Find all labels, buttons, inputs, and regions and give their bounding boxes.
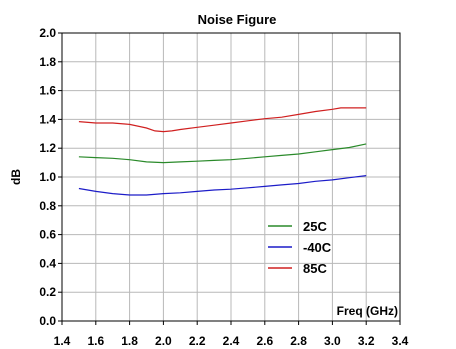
y-axis-label: dB [9,169,23,185]
x-tick-label: 1.6 [87,334,104,348]
y-tick-label: 1.6 [39,84,56,98]
legend-label: 85C [303,261,327,276]
series-lines [78,107,367,196]
x-tick-label: 1.8 [121,334,138,348]
legend-label: 25C [303,219,327,234]
series-line-85C [78,107,367,133]
y-tick-label: 1.2 [39,141,56,155]
series-line-25C [78,143,367,164]
x-tick-label: 2.4 [223,334,240,348]
x-tick-label: 2.2 [189,334,206,348]
legend-label: -40C [303,240,332,255]
x-axis-label: Freq (GHz) [337,304,398,318]
grid-lines [62,33,400,321]
x-tick-label: 1.4 [54,334,71,348]
y-tick-label: 0.6 [39,228,56,242]
y-tick-label: 0.8 [39,199,56,213]
y-tick-label: 0.4 [39,256,56,270]
y-tick-label: 2.0 [39,26,56,40]
y-tick-label: 0.0 [39,314,56,328]
x-tick-label: 2.8 [290,334,307,348]
y-tick-label: 1.8 [39,55,56,69]
legend: 25C -40C 85C [268,219,332,276]
y-axis-ticks: 0.0 0.2 0.4 0.6 0.8 1.0 1.2 1.4 1.6 1.8 2.0 [39,26,62,328]
x-tick-label: 2.0 [155,334,172,348]
y-tick-label: 1.4 [39,112,56,126]
y-tick-label: 1.0 [39,170,56,184]
x-tick-label: 3.2 [358,334,375,348]
x-axis-ticks: 1.4 1.6 1.8 2.0 2.2 2.4 2.6 2.8 3.0 3.2 3.4 [54,321,409,348]
x-tick-label: 3.0 [324,334,341,348]
x-tick-label: 2.6 [256,334,273,348]
series-line--40C [78,175,367,196]
y-tick-label: 0.2 [39,285,56,299]
chart-title: Noise Figure [198,12,277,27]
x-tick-label: 3.4 [392,334,409,348]
